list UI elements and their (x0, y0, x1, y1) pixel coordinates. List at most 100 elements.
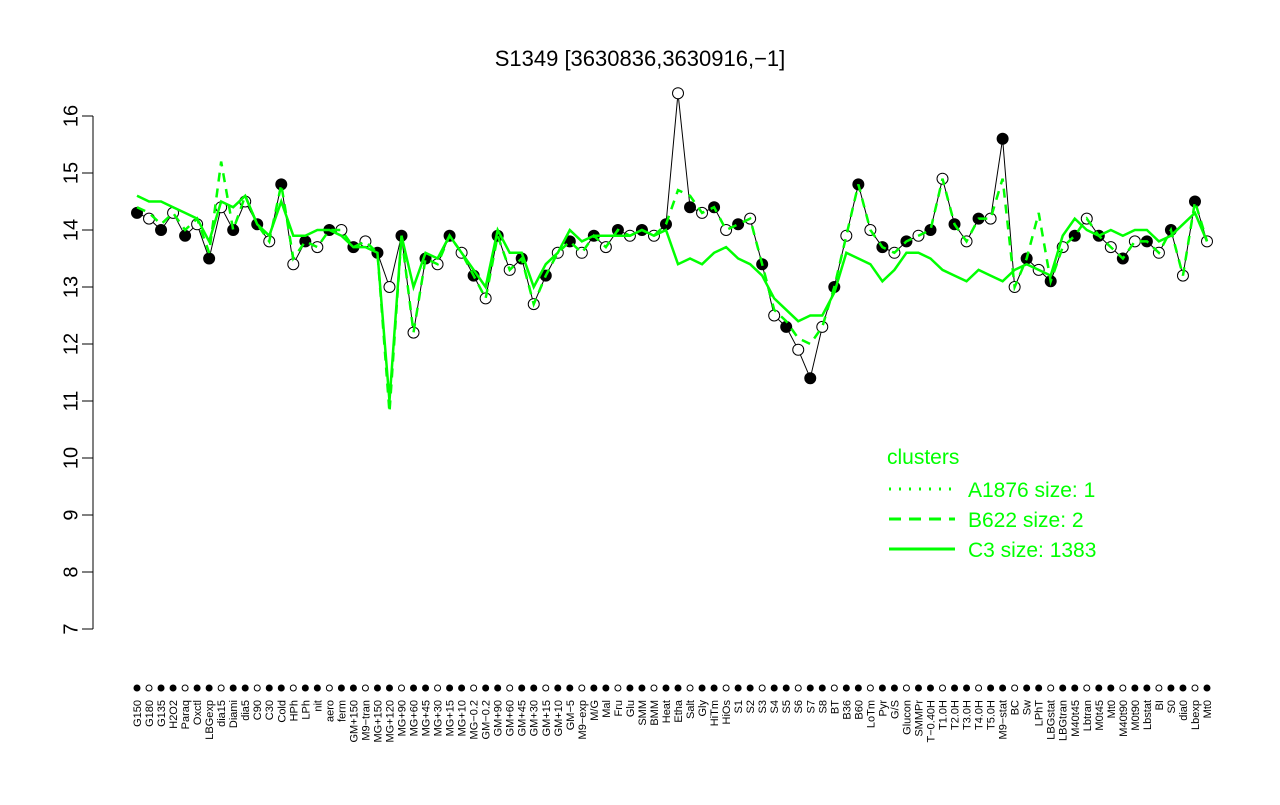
x-tick-marker (1143, 684, 1151, 692)
x-tick-marker (1047, 684, 1055, 692)
x-tick-label: M9−exp (577, 700, 589, 739)
x-tick-marker (770, 684, 778, 692)
x-tick-marker (313, 684, 321, 692)
x-axis: G150 G180 G135 H2O2 Paraq Oxctl LBGexp dia15 Dia… (132, 684, 1214, 743)
x-tick-marker (289, 684, 297, 692)
x-tick-label: nit (312, 700, 324, 712)
legend-entry: B622 size: 2 (968, 509, 1084, 532)
x-tick-label: Pyr (877, 700, 889, 717)
x-tick-label: C30 (264, 700, 276, 720)
legend-title: clusters (887, 446, 959, 469)
x-tick-marker (638, 684, 646, 692)
x-tick-marker (1059, 684, 1067, 692)
x-tick-marker (1191, 684, 1199, 692)
x-tick-label: HiOs (721, 700, 733, 725)
x-tick-label: MG+10 (457, 700, 469, 736)
x-tick-label: BC (1010, 700, 1022, 715)
x-tick-label: SMM (637, 700, 649, 726)
x-tick-label: Heat (661, 700, 673, 723)
x-tick-label: MG+90 (396, 700, 408, 736)
x-tick-marker (422, 684, 430, 692)
x-tick-marker (854, 684, 862, 692)
x-tick-marker (975, 684, 983, 692)
x-tick-marker (1011, 684, 1019, 692)
data-point (804, 372, 817, 385)
x-tick-label: SMMPr (913, 700, 925, 737)
x-tick-marker (746, 684, 754, 692)
x-tick-label: dia5 (240, 700, 252, 721)
x-tick-marker (1167, 684, 1175, 692)
data-point (383, 281, 396, 293)
x-tick-marker (902, 684, 910, 692)
x-tick-marker (650, 684, 658, 692)
x-tick-marker (1203, 684, 1211, 692)
x-tick-label: Salt (685, 700, 697, 719)
x-tick-marker (566, 684, 574, 692)
x-tick-marker (782, 684, 790, 692)
x-tick-label: Lbstat (1142, 700, 1154, 730)
x-tick-marker (265, 684, 273, 692)
x-tick-label: Glu (625, 700, 637, 717)
x-tick-label: MG+60 (409, 700, 421, 736)
y-tick-label: 8 (60, 566, 82, 577)
x-tick-label: S4 (769, 700, 781, 713)
x-tick-marker (1107, 684, 1115, 692)
data-point (732, 218, 745, 231)
x-tick-label: Mt0 (1202, 700, 1214, 718)
x-tick-label: T5.0H (986, 700, 998, 730)
x-tick-label: G135 (156, 700, 168, 727)
x-tick-marker (794, 684, 802, 692)
x-tick-marker (686, 684, 694, 692)
plot-area (131, 87, 1213, 413)
x-tick-label: M40t90 (1118, 700, 1130, 737)
x-tick-label: aero (324, 700, 336, 722)
y-tick-label: 11 (60, 391, 82, 412)
y-tick-label: 9 (60, 509, 82, 520)
data-point (684, 201, 697, 214)
x-tick-marker (337, 684, 345, 692)
x-tick-marker (385, 684, 393, 692)
y-tick-label: 15 (60, 162, 82, 184)
x-tick-label: LPhT (1034, 700, 1046, 727)
x-tick-label: S0 (1166, 700, 1178, 713)
x-tick-label: Lbtran (1082, 700, 1094, 731)
x-tick-marker (397, 684, 405, 692)
x-tick-marker (277, 684, 285, 692)
x-tick-marker (542, 684, 550, 692)
x-tick-marker (1179, 684, 1187, 692)
series-line (136, 193, 1209, 402)
x-tick-label: MG+150 (372, 700, 384, 743)
x-tick-label: T−0.40H (925, 700, 937, 743)
y-tick-label: 16 (60, 105, 82, 127)
data-point (203, 252, 216, 265)
x-tick-marker (301, 684, 309, 692)
x-tick-marker (133, 684, 141, 692)
x-tick-marker (1155, 684, 1163, 692)
x-tick-label: MG+120 (384, 700, 396, 743)
x-tick-marker (614, 684, 622, 692)
x-tick-label: M40t45 (1070, 700, 1082, 737)
x-tick-marker (578, 684, 586, 692)
x-tick-marker (626, 684, 634, 692)
x-tick-label: LBGstat (1046, 700, 1058, 740)
data-point (840, 229, 853, 242)
x-tick-label: M/G (589, 700, 601, 721)
y-tick-label: 14 (60, 219, 82, 241)
y-tick-label: 7 (60, 623, 82, 634)
x-tick-marker (349, 684, 357, 692)
x-tick-marker (253, 684, 261, 692)
x-tick-marker (602, 684, 610, 692)
x-tick-label: S7 (805, 700, 817, 713)
data-point (720, 224, 733, 236)
x-tick-marker (734, 684, 742, 692)
x-tick-label: LPh (300, 700, 312, 720)
x-tick-marker (1119, 684, 1127, 692)
x-tick-label: GM+90 (493, 700, 505, 736)
x-tick-marker (1131, 684, 1139, 692)
x-tick-marker (373, 684, 381, 692)
x-tick-label: GM−5 (565, 700, 577, 730)
x-tick-label: G150 (132, 700, 144, 727)
chart-title: S1349 [3630836,3630916,−1] (495, 46, 786, 71)
x-tick-marker (963, 684, 971, 692)
